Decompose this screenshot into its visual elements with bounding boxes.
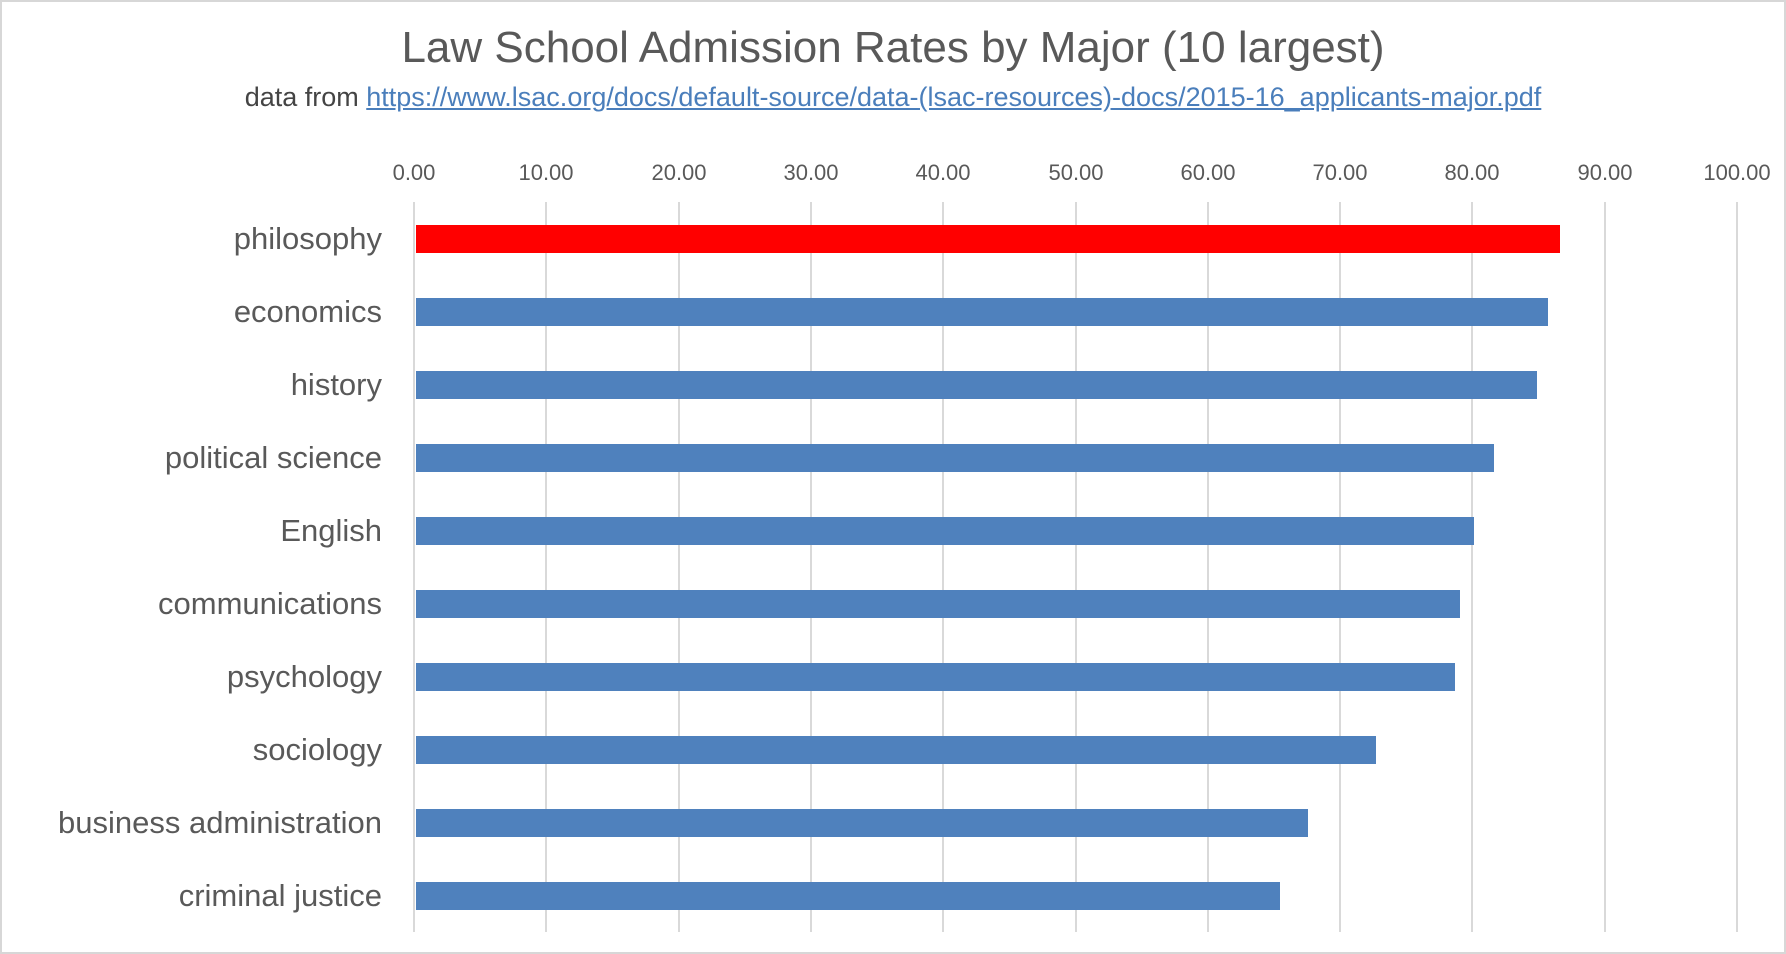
category-label: economics — [233, 293, 382, 329]
category-label: criminal justice — [178, 877, 382, 913]
category-label: history — [290, 366, 382, 402]
bar — [416, 443, 1494, 472]
x-tick-label: 20.00 — [651, 160, 707, 185]
x-tick-label: 80.00 — [1444, 160, 1500, 185]
x-tick-label: 90.00 — [1577, 160, 1633, 185]
gridline — [1075, 202, 1077, 932]
gridline — [810, 202, 812, 932]
category-label: English — [280, 512, 382, 548]
gridline — [1207, 202, 1209, 932]
category-label: business administration — [58, 804, 382, 840]
gridline — [413, 202, 415, 932]
bar — [416, 516, 1474, 545]
bar — [416, 224, 1560, 253]
x-tick-label: 60.00 — [1180, 160, 1236, 185]
x-tick-label: 100.00 — [1703, 160, 1771, 185]
x-tick-label: 40.00 — [915, 160, 971, 185]
chart-subtitle: data from https://www.lsac.org/docs/defa… — [2, 80, 1784, 114]
gridline — [1736, 202, 1738, 932]
bar — [416, 297, 1548, 326]
category-label: communications — [158, 585, 382, 621]
category-label: political science — [164, 439, 382, 475]
x-tick-label: 70.00 — [1312, 160, 1368, 185]
gridline — [1604, 202, 1606, 932]
gridline — [1471, 202, 1473, 932]
bar — [416, 735, 1376, 764]
x-tick-label: 0.00 — [392, 160, 436, 185]
bar — [416, 370, 1537, 399]
bar — [416, 881, 1280, 910]
bar — [416, 662, 1455, 691]
bar — [416, 808, 1308, 837]
subtitle-prefix: data from — [244, 82, 367, 112]
x-tick-label: 10.00 — [518, 160, 574, 185]
gridline — [1339, 202, 1341, 932]
bar — [416, 589, 1460, 618]
source-link[interactable]: https://www.lsac.org/docs/default-source… — [366, 82, 1542, 112]
gridline — [678, 202, 680, 932]
chart-title: Law School Admission Rates by Major (10 … — [401, 23, 1385, 72]
x-tick-label: 50.00 — [1048, 160, 1104, 185]
category-label: philosophy — [233, 220, 382, 256]
x-tick-label: 30.00 — [783, 160, 839, 185]
gridline — [942, 202, 944, 932]
category-label: sociology — [252, 731, 382, 767]
category-label: psychology — [226, 658, 382, 694]
gridline — [545, 202, 547, 932]
